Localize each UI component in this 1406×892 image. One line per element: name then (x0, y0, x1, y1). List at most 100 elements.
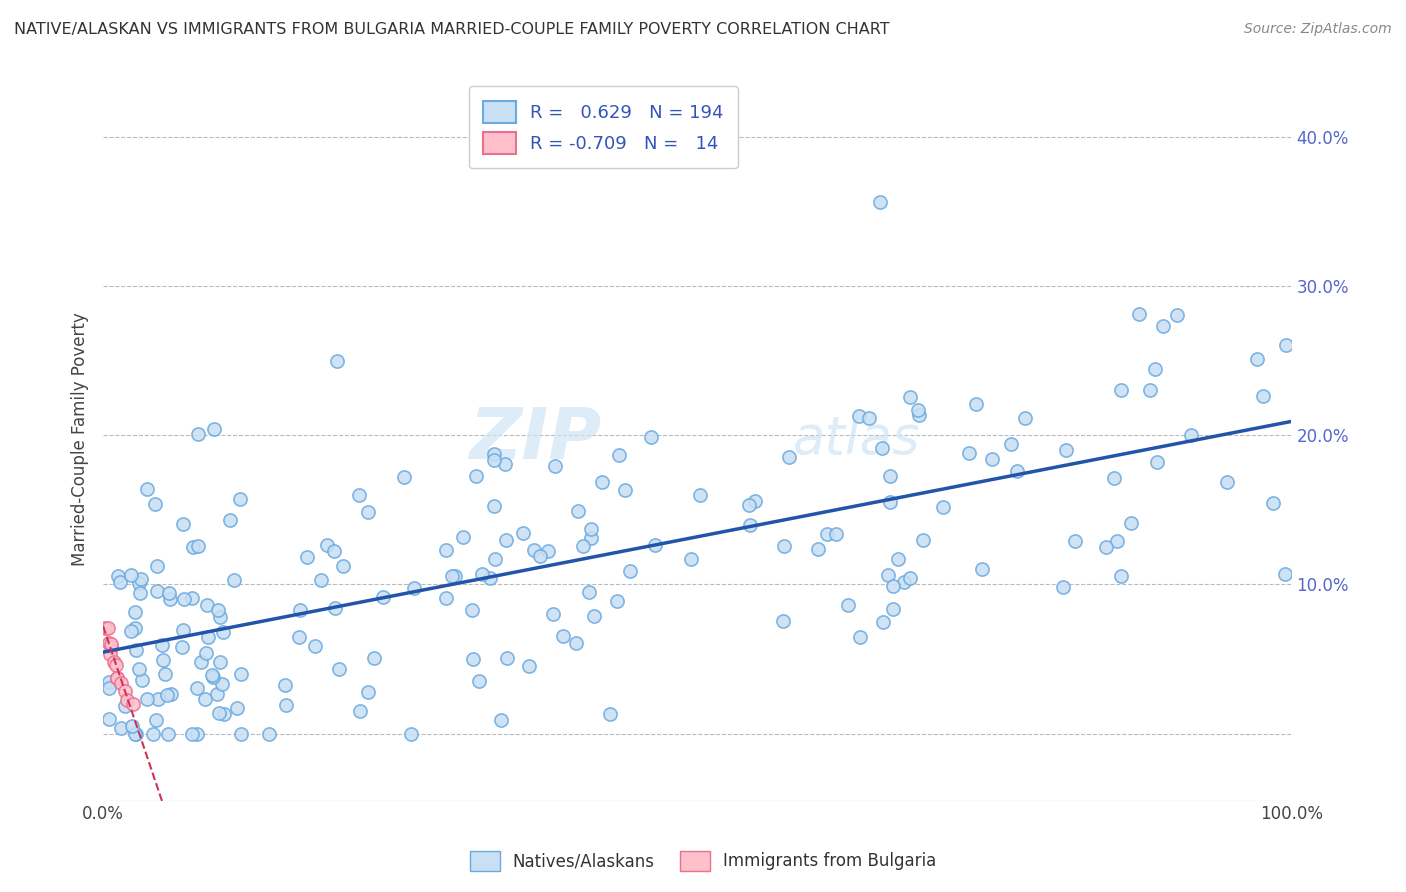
Point (591, 475, 613, 490)
Point (744, 494, 766, 508)
Point (98, 636, 121, 650)
Point (965, 396, 987, 410)
Point (124, 621, 146, 635)
Point (893, 575, 915, 590)
Point (1274, 566, 1296, 581)
Point (773, 539, 796, 553)
Text: atlas: atlas (793, 413, 920, 465)
Point (582, 608, 605, 623)
Point (541, 607, 564, 622)
Point (1128, 307, 1150, 321)
Point (496, 651, 519, 665)
Point (879, 469, 901, 483)
Point (323, 601, 346, 615)
Point (98, 675, 121, 690)
Point (1139, 383, 1161, 397)
Point (146, 691, 169, 706)
Point (125, 726, 148, 740)
Point (257, 726, 280, 740)
Point (912, 533, 935, 548)
Point (205, 687, 228, 701)
Point (471, 566, 494, 581)
Text: ZIP: ZIP (470, 405, 602, 474)
Point (94, 621, 117, 635)
Point (394, 470, 416, 484)
Point (882, 579, 904, 593)
Point (572, 539, 595, 553)
Point (512, 526, 534, 541)
Point (869, 195, 891, 210)
Point (441, 569, 464, 583)
Point (898, 390, 921, 404)
Point (100, 637, 122, 651)
Point (172, 640, 194, 655)
Point (544, 458, 567, 473)
Point (304, 640, 326, 654)
Point (484, 499, 506, 513)
Point (229, 492, 252, 507)
Point (183, 540, 205, 554)
Point (146, 558, 169, 573)
Point (565, 636, 588, 650)
Point (579, 532, 602, 546)
Point (115, 693, 138, 707)
Point (156, 688, 179, 702)
Point (357, 685, 380, 699)
Point (957, 446, 980, 460)
Point (689, 488, 711, 502)
Point (738, 517, 761, 532)
Point (644, 538, 666, 552)
Point (567, 503, 589, 517)
Legend: Natives/Alaskans, Immigrants from Bulgaria: Natives/Alaskans, Immigrants from Bulgar… (461, 842, 945, 880)
Point (1064, 533, 1087, 548)
Point (160, 687, 183, 701)
Point (907, 403, 929, 417)
Point (110, 721, 132, 735)
Point (173, 592, 195, 607)
Point (309, 573, 332, 587)
Point (872, 615, 894, 629)
Point (537, 544, 560, 558)
Point (172, 623, 194, 637)
Point (1166, 308, 1188, 322)
Point (295, 550, 318, 565)
Point (1143, 362, 1166, 376)
Point (879, 495, 901, 509)
Point (120, 567, 142, 582)
Point (120, 624, 142, 639)
Point (131, 673, 153, 687)
Point (207, 603, 229, 617)
Point (479, 571, 502, 585)
Point (316, 538, 339, 552)
Point (103, 655, 125, 669)
Point (356, 505, 378, 519)
Point (640, 430, 662, 444)
Point (124, 726, 146, 740)
Point (187, 539, 209, 553)
Point (142, 726, 165, 740)
Point (187, 427, 209, 442)
Point (197, 630, 219, 644)
Point (152, 653, 174, 667)
Point (349, 704, 371, 718)
Point (619, 564, 641, 578)
Point (807, 542, 830, 557)
Point (1000, 437, 1022, 451)
Point (837, 598, 859, 612)
Point (201, 668, 224, 682)
Point (877, 568, 900, 582)
Point (463, 651, 485, 665)
Point (208, 706, 231, 720)
Point (849, 630, 872, 644)
Point (932, 500, 955, 514)
Point (815, 526, 838, 541)
Point (202, 670, 225, 684)
Point (231, 726, 253, 740)
Point (157, 586, 180, 600)
Point (288, 603, 311, 617)
Point (114, 698, 136, 713)
Point (1119, 516, 1142, 530)
Point (482, 447, 505, 461)
Point (1005, 464, 1028, 478)
Point (1146, 455, 1168, 469)
